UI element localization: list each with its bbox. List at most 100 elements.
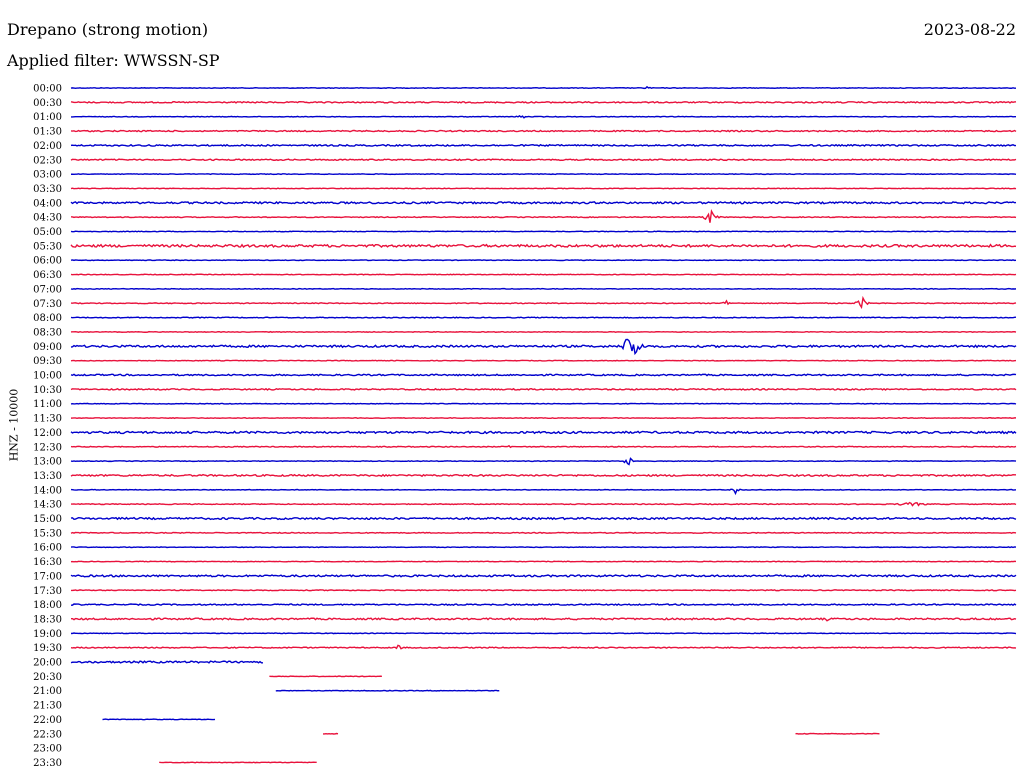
trace-segment (70, 330, 1017, 333)
trace-segment (70, 359, 1017, 362)
trace-segment (70, 473, 1017, 478)
trace-segment (70, 259, 1017, 262)
trace-segment (70, 417, 1017, 420)
row-tick-label: 05:00 (33, 227, 62, 238)
row-tick-label: 04:30 (33, 213, 62, 224)
row-tick-label: 19:00 (33, 629, 62, 640)
trace-segment (70, 546, 1017, 549)
seismogram-traces (70, 85, 1017, 764)
trace-segment (70, 574, 1017, 578)
row-tick-label: 01:00 (33, 112, 62, 123)
trace-segment (70, 85, 1017, 90)
row-tick-label: 02:00 (33, 141, 62, 152)
trace-segment (269, 675, 382, 678)
row-tick-label: 18:30 (33, 614, 62, 625)
row-tick-label: 14:00 (33, 485, 62, 496)
trace-segment (70, 457, 1017, 466)
row-tick-labels: 00:00 00:30 01:00 01:30 02:00 02:30 03:00 03:30… (33, 84, 62, 769)
trace-segment (70, 143, 1017, 147)
row-tick-label: 16:30 (33, 557, 62, 568)
trace-segment (70, 560, 1017, 563)
row-tick-label: 09:30 (33, 356, 62, 367)
trace-segment (275, 689, 500, 692)
trace-segment (70, 338, 1017, 356)
trace-segment (70, 187, 1017, 190)
trace-segment (70, 402, 1017, 405)
trace-segment (70, 603, 1017, 607)
row-tick-label: 12:30 (33, 442, 62, 453)
row-tick-label: 15:00 (33, 514, 62, 525)
row-tick-label: 06:30 (33, 270, 62, 281)
trace-segment (70, 644, 1017, 650)
trace-segment (70, 488, 1017, 496)
trace-segment (70, 632, 1017, 635)
row-tick-label: 04:00 (33, 198, 62, 209)
trace-segment (70, 589, 1017, 592)
row-tick-label: 07:00 (33, 284, 62, 295)
row-tick-label: 16:00 (33, 543, 62, 554)
trace-segment (70, 295, 1017, 310)
trace-segment (70, 115, 1017, 119)
trace-segment (70, 660, 264, 664)
row-tick-label: 18:00 (33, 600, 62, 611)
trace-segment (70, 387, 1017, 391)
trace-segment (70, 230, 1017, 233)
trace-segment (70, 373, 1017, 377)
row-tick-label: 23:30 (33, 758, 62, 769)
row-tick-label: 12:00 (33, 428, 62, 439)
trace-segment (70, 444, 1017, 449)
trace-segment (70, 501, 1017, 507)
row-tick-label: 05:30 (33, 241, 62, 252)
row-tick-label: 20:00 (33, 658, 62, 669)
chart-date: 2023-08-22 (923, 20, 1016, 39)
trace-segment (102, 718, 216, 721)
row-tick-label: 21:00 (33, 686, 62, 697)
row-tick-label: 21:30 (33, 701, 62, 712)
row-tick-label: 03:00 (33, 170, 62, 181)
row-tick-label: 09:00 (33, 342, 62, 353)
row-tick-label: 03:30 (33, 184, 62, 195)
row-tick-label: 13:30 (33, 471, 62, 482)
trace-segment (70, 173, 1017, 176)
trace-segment (70, 617, 1017, 622)
trace-segment (70, 316, 1017, 319)
trace-segment (795, 732, 880, 735)
trace-segment (70, 158, 1017, 162)
row-tick-label: 11:30 (33, 414, 62, 425)
row-tick-label: 07:30 (33, 299, 62, 310)
row-tick-label: 17:30 (33, 586, 62, 597)
row-tick-label: 23:00 (33, 744, 62, 755)
row-tick-label: 22:00 (33, 715, 62, 726)
chart-title: Drepano (strong motion) (7, 20, 209, 39)
row-tick-label: 01:30 (33, 127, 62, 138)
row-tick-label: 13:00 (33, 457, 62, 468)
row-tick-label: 17:00 (33, 571, 62, 582)
row-tick-label: 02:30 (33, 155, 62, 166)
row-tick-label: 08:00 (33, 313, 62, 324)
row-tick-label: 15:30 (33, 528, 62, 539)
row-tick-label: 06:00 (33, 256, 62, 267)
row-tick-label: 22:30 (33, 729, 62, 740)
trace-segment (70, 273, 1017, 276)
row-tick-label: 00:00 (33, 84, 62, 95)
trace-segment (70, 129, 1017, 133)
trace-segment (159, 761, 317, 764)
row-tick-label: 11:00 (33, 399, 62, 410)
trace-segment (70, 430, 1017, 435)
row-tick-label: 10:30 (33, 385, 62, 396)
filter-label: Applied filter: WWSSN-SP (7, 51, 220, 70)
trace-segment (70, 200, 1017, 205)
row-tick-label: 10:00 (33, 371, 62, 382)
trace-segment (70, 531, 1017, 535)
trace-segment (70, 208, 1017, 223)
trace-segment (70, 287, 1017, 290)
row-tick-label: 00:30 (33, 98, 62, 109)
row-tick-label: 20:30 (33, 672, 62, 683)
row-tick-label: 08:30 (33, 327, 62, 338)
row-tick-label: 14:30 (33, 500, 62, 511)
trace-segment (70, 100, 1017, 104)
trace-segment (70, 516, 1017, 521)
trace-segment (70, 243, 1017, 249)
row-tick-label: 19:30 (33, 643, 62, 654)
